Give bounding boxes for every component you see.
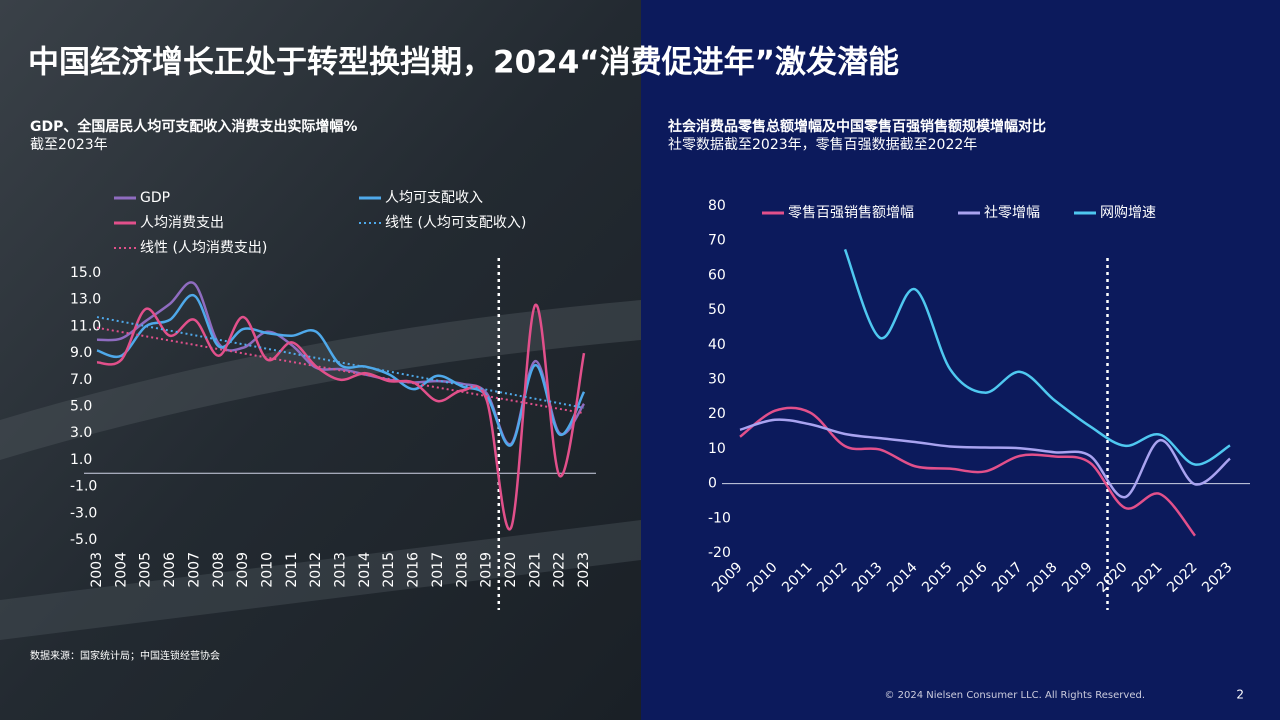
y-tick-label: 0: [708, 476, 717, 492]
legend-label: GDP: [140, 190, 170, 206]
series-line: [843, 248, 1231, 466]
y-tick-label: 15.0: [70, 265, 101, 281]
legend-label: 人均消费支出: [140, 215, 224, 231]
x-tick-label: 2012: [308, 552, 324, 588]
y-tick-label: -1.0: [70, 479, 97, 495]
chart-title: 社会消费品零售总额增幅及中国零售百强销售额规模增幅对比: [667, 118, 1046, 135]
y-tick-label: 20: [708, 406, 726, 422]
y-tick-label: 3.0: [70, 425, 92, 441]
y-tick-label: -10: [708, 510, 731, 526]
y-tick-label: 60: [708, 267, 726, 283]
y-tick-label: 80: [708, 198, 726, 214]
footer: © 2024 Nielsen Consumer LLC. All Rights …: [884, 690, 1145, 701]
series-line: [96, 294, 586, 447]
x-tick-label: 2010: [259, 552, 275, 588]
y-tick-label: -5.0: [70, 532, 97, 548]
legend-label: 社零增幅: [984, 205, 1040, 221]
y-tick-label: 5.0: [70, 399, 92, 415]
y-tick-label: 11.0: [70, 318, 101, 334]
legend-label: 网购增速: [1100, 205, 1156, 221]
x-tick-label: 2019: [479, 552, 495, 588]
x-tick-label: 2008: [211, 552, 227, 588]
source: 数据来源：国家统计局；中国连锁经营协会: [30, 649, 220, 662]
y-tick-label: -20: [708, 545, 731, 561]
road: [0, 300, 641, 460]
x-tick-label: 2017: [430, 552, 446, 588]
chart-subtitle: 截至2023年: [30, 137, 108, 153]
x-tick-label: 2013: [333, 552, 349, 588]
road: [0, 520, 641, 640]
x-tick-label: 2023: [576, 552, 592, 588]
legend-label: 线性 (人均可支配收入): [385, 215, 526, 231]
x-tick-label: 2006: [162, 552, 178, 588]
legend-label: 人均可支配收入: [385, 190, 483, 206]
x-tick-label: 2003: [89, 552, 105, 588]
series-line: [739, 418, 1231, 499]
navy-background: [641, 0, 1280, 720]
y-tick-label: 40: [708, 337, 726, 353]
x-tick-label: 2015: [381, 552, 397, 588]
y-tick-label: 10: [708, 441, 726, 457]
x-tick-label: 2020: [503, 552, 519, 588]
y-tick-label: 70: [708, 233, 726, 249]
legend-label: 零售百强销售额增幅: [788, 205, 914, 221]
y-tick-label: 50: [708, 302, 726, 318]
x-tick-label: 2004: [113, 552, 129, 588]
y-tick-label: 7.0: [70, 372, 92, 388]
chart-subtitle: 社零数据截至2023年，零售百强数据截至2022年: [668, 137, 977, 153]
x-tick-label: 2018: [454, 552, 470, 588]
y-tick-label: 13.0: [70, 292, 101, 308]
x-tick-label: 2016: [406, 552, 422, 588]
y-tick-label: -3.0: [70, 505, 97, 521]
x-tick-label: 2007: [186, 552, 202, 588]
y-tick-label: 9.0: [70, 345, 92, 361]
page-number: 2: [1236, 688, 1244, 702]
y-tick-label: 30: [708, 372, 726, 388]
series-line: [739, 406, 1196, 537]
y-tick-label: 1.0: [70, 452, 92, 468]
x-tick-label: 2009: [235, 552, 251, 588]
x-tick-label: 2022: [552, 552, 568, 588]
x-tick-label: 2021: [527, 552, 543, 588]
slide-title: 中国经济增长正处于转型换挡期，2024“消费促进年”激发潜能: [28, 45, 899, 81]
x-tick-label: 2011: [284, 552, 300, 588]
chart-title: GDP、全国居民人均可支配收入消费支出实际增幅%: [30, 118, 357, 135]
x-tick-label: 2005: [138, 552, 154, 588]
series-line: [96, 303, 586, 531]
legend-label: 线性 (人均消费支出): [140, 240, 267, 256]
x-tick-label: 2014: [357, 552, 373, 588]
